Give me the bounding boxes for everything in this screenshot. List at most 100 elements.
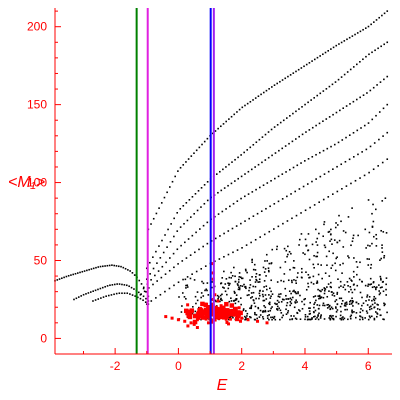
data-point [352,156,355,158]
data-point [386,10,389,12]
data-point [262,91,265,94]
data-point [352,305,354,307]
data-point [231,275,234,277]
data-point [160,202,163,204]
data-point [309,318,311,321]
data-point [323,304,326,307]
data-point [249,279,251,281]
data-point [316,237,319,240]
data-point [319,92,322,95]
data-point [307,101,309,104]
data-point [236,283,239,285]
data-point [246,318,250,322]
data-point [344,302,347,304]
data-point [221,299,223,302]
data-point [76,272,79,274]
data-point [187,238,190,240]
data-point [252,285,255,288]
data-point [332,318,335,321]
data-point [133,274,136,276]
data-point [277,225,280,228]
data-point [340,318,343,321]
data-point [339,317,342,320]
data-point [366,92,368,94]
data-point [356,129,359,132]
data-layer [54,10,389,329]
data-point [278,293,280,296]
data-point [379,259,381,261]
data-point [206,242,209,245]
data-point [230,115,233,118]
data-point [238,278,240,281]
data-point [314,309,317,312]
data-point [352,66,355,68]
data-point [334,300,336,303]
data-point [108,264,111,267]
data-point [238,310,243,316]
data-point [328,304,331,307]
data-point [373,285,376,288]
data-point [273,228,275,230]
vertical-lines [135,8,215,354]
data-point [361,280,363,283]
data-point [284,287,287,290]
data-point [293,260,295,262]
data-point [206,305,210,309]
data-point [340,220,342,223]
data-point [371,51,373,54]
data-point [360,127,362,129]
data-point [372,298,375,301]
data-point [164,234,166,236]
data-point [344,231,347,234]
data-point [373,306,376,308]
data-point [115,265,118,267]
data-point [365,310,368,312]
data-point [384,197,387,199]
data-point [195,149,198,152]
data-point [237,156,239,159]
data-point [232,251,234,254]
data-point [378,138,380,141]
data-point [241,285,244,287]
data-point [80,295,82,297]
data-point [376,308,379,310]
data-point [353,288,356,291]
data-point [143,290,146,293]
data-point [340,163,343,166]
data-point [334,81,337,83]
data-point [263,271,266,273]
data-point [186,313,191,318]
data-point [269,297,272,299]
data-point [354,33,356,36]
data-point [245,310,247,312]
data-point [258,316,261,318]
data-point [181,292,184,294]
data-point [328,85,331,88]
data-point [237,281,240,283]
data-point [295,292,297,295]
data-point [367,25,370,28]
data-point [265,89,268,92]
data-point [255,278,257,281]
data-point [383,256,385,259]
data-point [322,235,324,238]
data-point [350,279,352,281]
data-point [236,111,238,113]
data-point [186,284,189,287]
data-point [104,285,106,288]
data-point [346,303,348,305]
data-point [116,283,118,285]
data-point [235,225,238,227]
data-point [225,320,229,324]
data-point [206,181,209,183]
data-point [370,283,373,285]
data-point [152,267,155,270]
data-point [205,307,211,312]
data-point [118,292,121,295]
data-point [279,309,282,312]
data-point [281,147,284,150]
data-point [325,255,328,258]
data-point [365,300,367,302]
data-point [375,208,377,211]
data-point [313,306,315,309]
